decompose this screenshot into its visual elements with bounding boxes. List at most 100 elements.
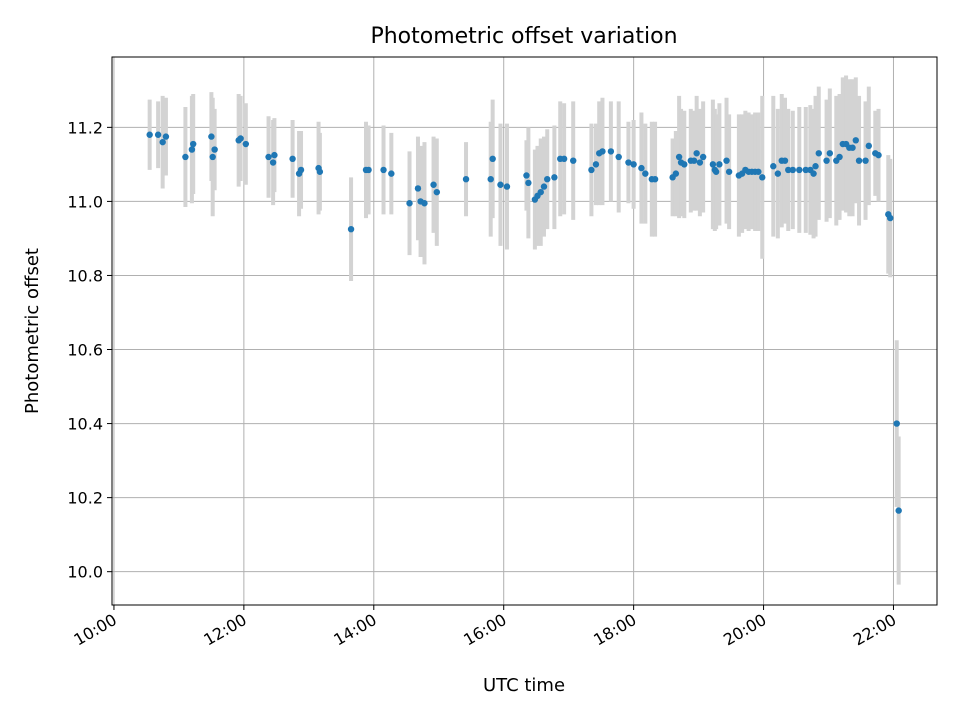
data-point (462, 175, 470, 183)
data-point (190, 140, 197, 148)
data-point (599, 148, 606, 155)
data-point (208, 133, 215, 140)
data-point (162, 133, 170, 140)
x-axis-label: UTC time (483, 675, 565, 696)
data-point (365, 166, 372, 174)
data-point (625, 159, 632, 166)
data-point (489, 155, 496, 163)
x-tick-label: 16:00 (460, 610, 509, 650)
data-point (855, 157, 863, 164)
data-point (696, 159, 704, 166)
data-point (712, 168, 720, 175)
data-point (725, 168, 733, 175)
errorbar-layer (147, 75, 901, 585)
data-point (487, 175, 494, 183)
data-point (862, 157, 869, 164)
x-tick-label: 20:00 (720, 610, 769, 650)
data-point (154, 131, 162, 138)
data-point (146, 131, 153, 138)
point-layer (146, 131, 902, 514)
data-point (209, 153, 216, 161)
data-point (182, 153, 189, 161)
data-point (774, 170, 782, 177)
data-point (887, 214, 894, 222)
data-point (316, 168, 324, 175)
data-point (297, 166, 305, 174)
data-point (716, 161, 723, 168)
data-point (388, 170, 395, 177)
y-tick-label: 10.0 (67, 563, 103, 582)
data-point (347, 225, 355, 233)
x-tick-label: 12:00 (200, 610, 249, 650)
data-point (380, 166, 387, 174)
data-point (638, 164, 645, 172)
x-tick-label: 14:00 (330, 610, 379, 650)
data-point (690, 157, 698, 164)
data-point (785, 166, 792, 174)
y-tick-label: 10.8 (67, 266, 103, 285)
data-point (723, 157, 730, 164)
data-point (681, 161, 688, 168)
data-point (188, 146, 196, 153)
data-point (523, 172, 530, 179)
y-axis-label: Photometric offset (22, 248, 43, 414)
data-point (271, 151, 278, 159)
data-point (544, 175, 551, 183)
data-point (159, 138, 166, 146)
data-point (242, 140, 250, 148)
data-point (592, 161, 600, 168)
data-point (497, 181, 504, 188)
data-point (630, 161, 637, 168)
data-point (414, 185, 422, 192)
data-point (699, 153, 707, 161)
data-point (651, 175, 659, 183)
data-point (672, 170, 680, 177)
data-point (211, 146, 218, 153)
x-tick-label: 22:00 (850, 610, 899, 650)
data-point (812, 163, 819, 170)
data-point (237, 135, 244, 142)
x-tick-label: 18:00 (590, 610, 639, 650)
data-point (588, 166, 595, 174)
data-point (893, 420, 900, 427)
data-point (675, 153, 683, 161)
y-tick-label: 10.4 (67, 415, 103, 434)
data-point (895, 507, 902, 514)
x-tick-label: 10:00 (71, 610, 120, 650)
y-tick-label: 11.0 (67, 192, 103, 211)
data-point (836, 153, 843, 161)
data-point (560, 155, 568, 163)
data-point (759, 174, 766, 181)
data-point (615, 153, 622, 161)
data-point (289, 155, 296, 163)
y-tick-label: 11.2 (67, 118, 103, 137)
data-point (789, 166, 796, 174)
data-point (796, 166, 803, 174)
data-point (430, 181, 437, 188)
data-point (781, 157, 789, 164)
data-point (607, 148, 615, 155)
data-point (265, 153, 272, 161)
data-point (693, 150, 700, 157)
data-point (755, 168, 762, 175)
data-point (570, 157, 577, 164)
data-point (433, 188, 441, 196)
plot-frame (111, 56, 938, 606)
y-tick-label: 10.2 (67, 489, 103, 508)
data-point (802, 166, 809, 174)
data-point (770, 163, 777, 170)
chart-title: Photometric offset variation (370, 24, 677, 49)
data-point (852, 137, 859, 144)
y-tick-label: 10.6 (67, 341, 103, 360)
data-point (551, 174, 558, 181)
data-point (875, 151, 882, 159)
data-point (849, 144, 856, 151)
data-point (823, 157, 830, 164)
data-point (406, 200, 413, 207)
data-point (826, 150, 834, 157)
data-point (642, 170, 649, 177)
data-point (709, 161, 717, 168)
data-point (540, 183, 548, 190)
data-point (525, 179, 532, 187)
